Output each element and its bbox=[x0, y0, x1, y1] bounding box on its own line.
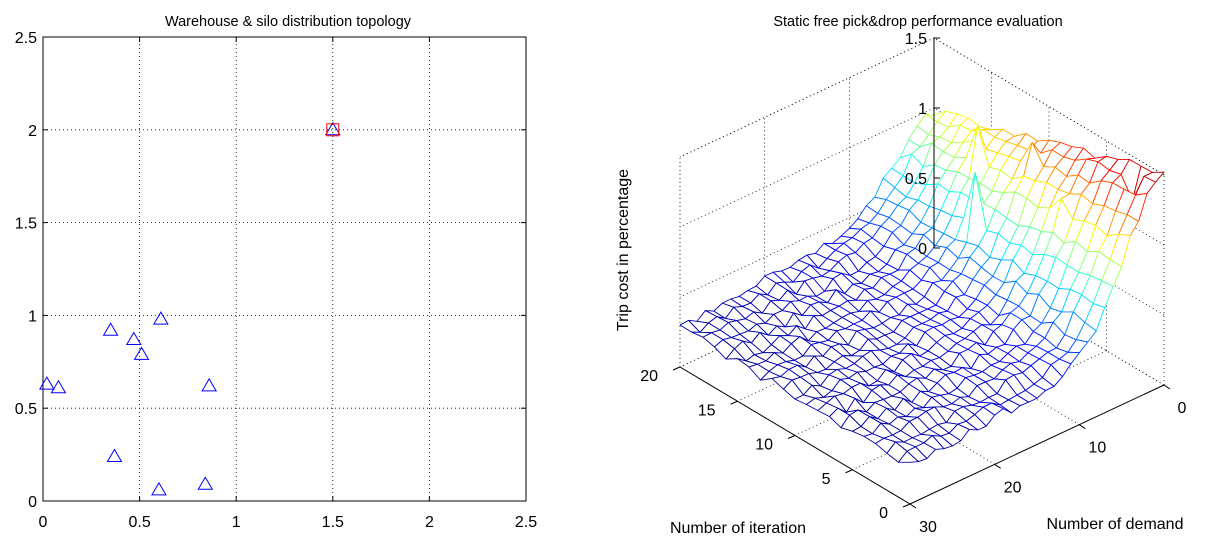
demand-tick-mark bbox=[994, 463, 1001, 469]
scatter-chart: Warehouse & silo distribution topology 0… bbox=[15, 14, 537, 531]
x-tick-label: 2.5 bbox=[515, 514, 537, 531]
surface-chart: Static free pick&drop performance evalua… bbox=[615, 14, 1187, 537]
surface-gridline bbox=[679, 37, 935, 158]
surface-gridline bbox=[933, 37, 1165, 176]
y-tick-label: 0 bbox=[28, 494, 37, 511]
surface-gridline bbox=[933, 177, 1165, 316]
z-tick-label: 0 bbox=[918, 241, 927, 258]
x-tick-label: 2 bbox=[425, 514, 434, 531]
warehouse-marker bbox=[133, 346, 150, 360]
scatter-grid bbox=[43, 37, 526, 501]
warehouse-marker bbox=[125, 331, 142, 346]
surface-mesh bbox=[679, 110, 1165, 463]
surface-gridline bbox=[849, 287, 1080, 426]
scatter-plot-frame bbox=[42, 36, 527, 502]
iteration-tick-label: 20 bbox=[640, 368, 658, 385]
demand-tick-label: 0 bbox=[1178, 400, 1187, 417]
surface-axis-line bbox=[909, 384, 1165, 505]
z-tick-label: 1 bbox=[918, 101, 927, 118]
warehouse-marker bbox=[152, 311, 169, 325]
demand-tick-label: 30 bbox=[919, 519, 937, 536]
x-tick-label: 1.5 bbox=[322, 514, 344, 531]
y-tick-label: 1 bbox=[28, 308, 37, 325]
demand-tick-mark bbox=[1079, 424, 1086, 430]
warehouse-marker bbox=[151, 481, 167, 496]
silo-marker bbox=[326, 123, 340, 137]
surface-chart-title: Static free pick&drop performance evalua… bbox=[773, 14, 1062, 30]
surface-axes: 0 10 20 30 0 5 10 15 20 0 0.5 1 1.5 bbox=[640, 31, 1186, 536]
scatter-ticks: 0 0.5 1 1.5 2 2.5 0 0.5 1 1.5 2 2.5 bbox=[15, 30, 537, 531]
warehouse-marker bbox=[50, 379, 67, 394]
x-tick-label: 0 bbox=[39, 514, 48, 531]
warehouse-marker bbox=[201, 377, 218, 392]
surface-gridline bbox=[933, 247, 1165, 386]
warehouse-marker bbox=[197, 476, 214, 490]
y-tick-label: 2.5 bbox=[15, 30, 37, 47]
iteration-tick-label: 0 bbox=[879, 505, 888, 522]
y-tick-label: 0.5 bbox=[15, 401, 37, 418]
surface-gridline bbox=[679, 107, 935, 228]
iteration-tick-mark bbox=[672, 366, 681, 371]
y-tick-label: 1.5 bbox=[15, 216, 37, 233]
surface-x-axis-label: Number of demand bbox=[1047, 516, 1184, 533]
demand-tick-mark bbox=[909, 503, 917, 509]
iteration-tick-mark bbox=[730, 400, 738, 405]
surface-z-axis-label: Trip cost in percentage bbox=[615, 169, 632, 331]
surface-y-axis-label: Number of iteration bbox=[670, 520, 806, 537]
demand-tick-label: 20 bbox=[1004, 479, 1022, 496]
iteration-tick-mark bbox=[902, 503, 911, 508]
x-tick-label: 1 bbox=[232, 514, 241, 531]
scatter-chart-title: Warehouse & silo distribution topology bbox=[165, 14, 412, 30]
warehouse-marker bbox=[106, 448, 123, 462]
z-tick-label: 0.5 bbox=[905, 171, 927, 188]
warehouse-marker bbox=[102, 322, 119, 336]
iteration-tick-label: 5 bbox=[822, 471, 831, 488]
warehouse-marker bbox=[38, 376, 55, 390]
iteration-tick-mark bbox=[787, 435, 796, 439]
x-tick-label: 0.5 bbox=[128, 514, 150, 531]
surface-gridline bbox=[679, 177, 935, 298]
demand-tick-label: 10 bbox=[1088, 440, 1106, 457]
warehouse-marker bbox=[324, 121, 341, 136]
surface-cell bbox=[898, 450, 919, 463]
iteration-tick-label: 10 bbox=[755, 437, 773, 454]
z-tick-label: 1.5 bbox=[905, 31, 927, 48]
iteration-tick-mark bbox=[845, 469, 853, 474]
iteration-tick-label: 15 bbox=[698, 402, 716, 419]
demand-tick-mark bbox=[1163, 384, 1171, 390]
y-tick-label: 2 bbox=[28, 123, 37, 140]
scatter-points bbox=[38, 121, 341, 496]
